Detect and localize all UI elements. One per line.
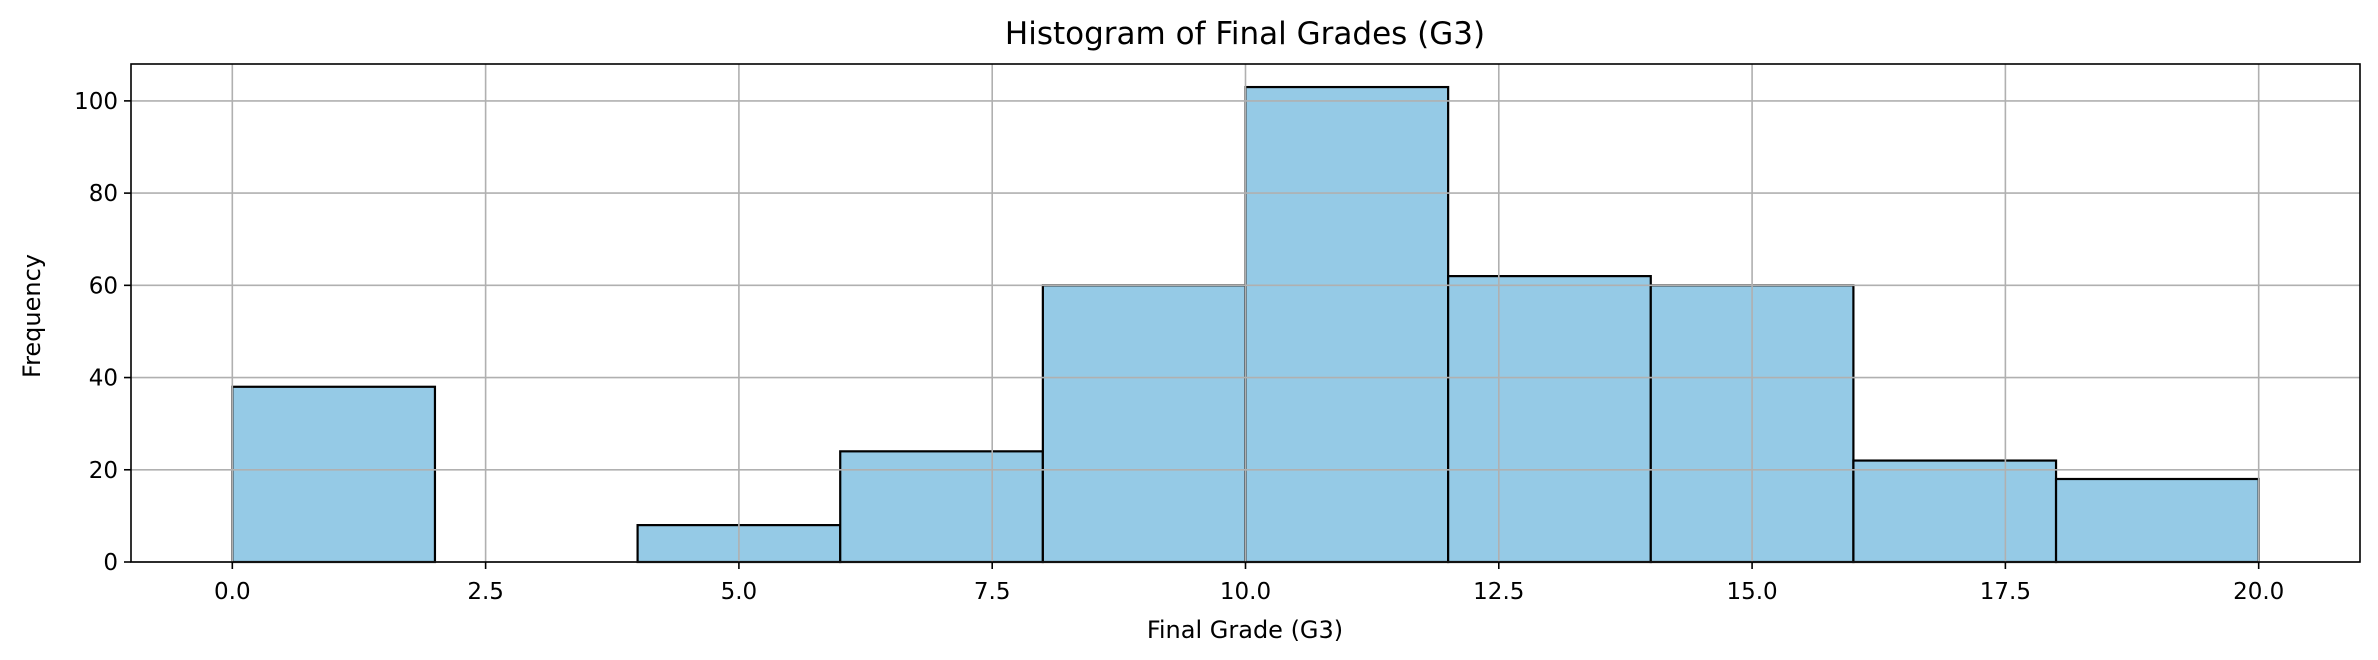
histogram-bar xyxy=(1041,284,1247,564)
x-tick-label: 12.5 xyxy=(1473,579,1524,605)
plot-area xyxy=(130,63,2361,564)
y-axis-ticks: 0 20 40 60 80 100 xyxy=(74,89,131,576)
x-tick-label: 5.0 xyxy=(721,579,758,605)
histogram-bar xyxy=(1244,85,1450,564)
grid-lines xyxy=(131,64,2360,563)
y-tick-label: 100 xyxy=(74,89,118,115)
y-tick-label: 80 xyxy=(89,181,118,207)
y-tick-label: 0 xyxy=(103,550,118,576)
histogram-bar xyxy=(1852,459,2058,564)
y-tick-label: 60 xyxy=(89,273,118,299)
histogram-bar xyxy=(2054,477,2260,564)
y-axis-title: Frequency xyxy=(18,254,46,378)
y-tick-label: 40 xyxy=(89,366,118,392)
x-axis-ticks: 0.0 2.5 5.0 7.5 10.0 12.5 15.0 17.5 20.0 xyxy=(214,562,2284,605)
x-axis-title: Final Grade (G3) xyxy=(1147,616,1343,644)
x-tick-label: 20.0 xyxy=(2233,579,2284,605)
histogram-bar xyxy=(1447,275,1652,564)
x-tick-label: 15.0 xyxy=(1726,579,1777,605)
x-tick-label: 17.5 xyxy=(1980,579,2031,605)
x-tick-label: 7.5 xyxy=(974,579,1011,605)
x-tick-label: 2.5 xyxy=(467,579,504,605)
x-tick-label: 0.0 xyxy=(214,579,251,605)
x-tick-label: 10.0 xyxy=(1220,579,1271,605)
chart-title: Histogram of Final Grades (G3) xyxy=(1005,16,1485,52)
histogram-bar xyxy=(839,450,1044,564)
y-tick-label: 20 xyxy=(89,458,118,484)
histogram-bar xyxy=(231,385,437,564)
